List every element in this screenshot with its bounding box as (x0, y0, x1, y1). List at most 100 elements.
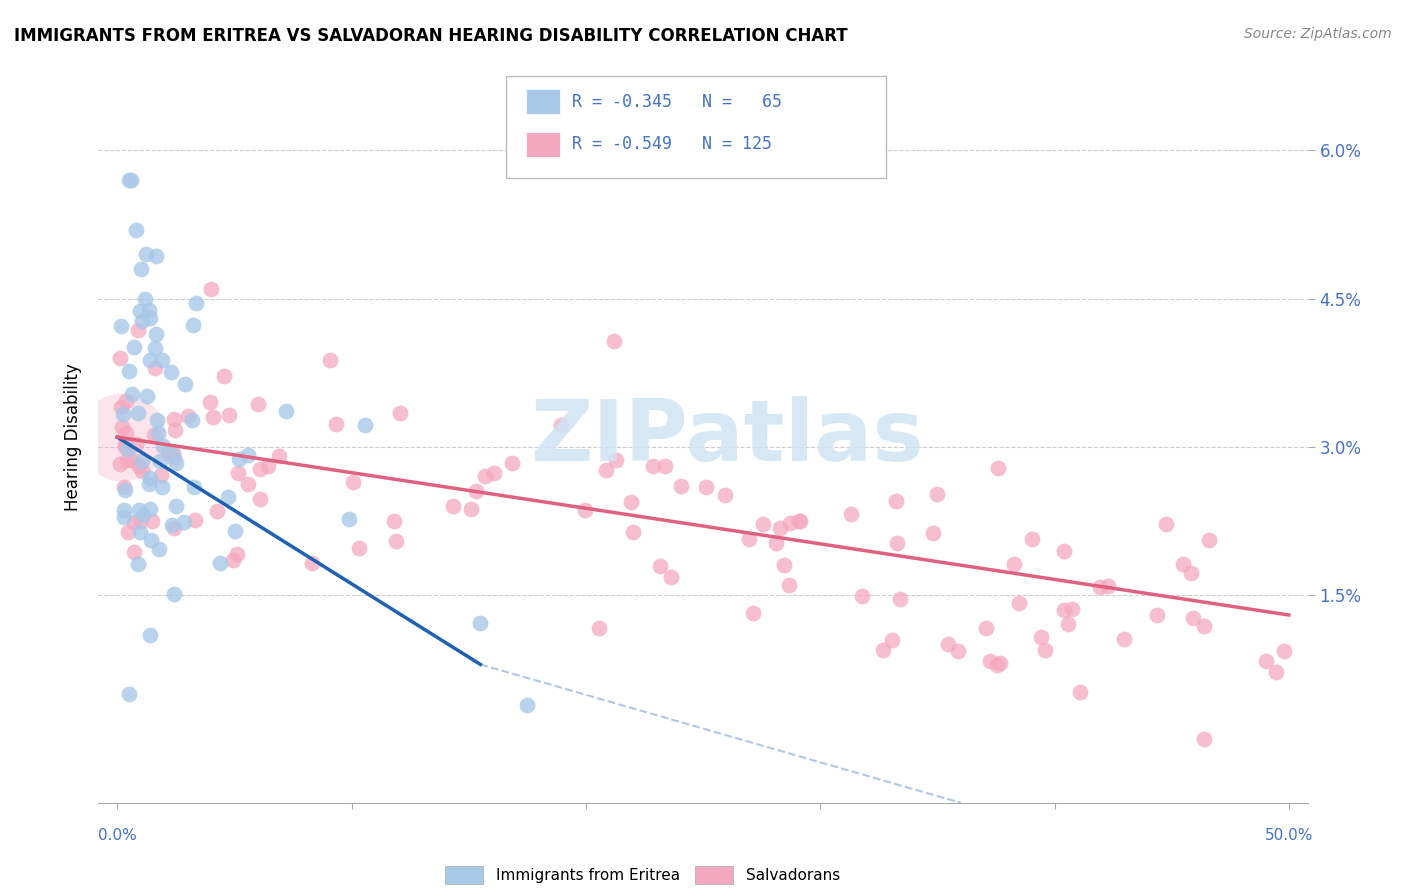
Point (1173, 557, 1195, 571)
Point (319, 353, 342, 368)
Point (889, 591, 911, 606)
Point (976, 621, 998, 635)
Point (851, 589, 873, 603)
Y-axis label: Hearing Disability: Hearing Disability (65, 363, 83, 511)
Point (138, 471, 160, 485)
Point (276, 404, 298, 418)
Point (1192, 731, 1215, 746)
Point (1002, 557, 1025, 571)
Point (165, 500, 187, 514)
Point (1035, 642, 1057, 657)
Point (389, 406, 412, 420)
Point (128, 524, 150, 539)
Point (212, 369, 235, 384)
Point (156, 446, 179, 460)
Point (588, 622, 610, 636)
Point (1069, 684, 1091, 698)
Point (1254, 654, 1277, 668)
Point (111, 430, 134, 444)
Point (257, 458, 280, 473)
Point (1021, 532, 1043, 546)
Point (1090, 580, 1112, 594)
Point (927, 487, 949, 501)
Point (139, 311, 162, 326)
Point (162, 448, 184, 462)
Point (146, 413, 169, 427)
Point (148, 541, 170, 556)
Point (769, 521, 792, 535)
Text: 0.0%: 0.0% (98, 828, 136, 843)
Point (218, 408, 240, 422)
Point (752, 516, 775, 531)
Point (987, 460, 1010, 475)
Point (163, 521, 186, 535)
Point (1112, 632, 1135, 646)
Point (162, 412, 184, 426)
Text: 50.0%: 50.0% (1264, 828, 1313, 843)
Point (146, 425, 169, 440)
Point (114, 483, 136, 498)
Point (143, 341, 166, 355)
Point (132, 508, 155, 522)
Point (141, 514, 163, 528)
Point (1198, 533, 1220, 547)
Point (228, 452, 250, 467)
Point (114, 440, 136, 454)
Text: R = -0.549   N = 125: R = -0.549 N = 125 (572, 136, 772, 153)
Point (249, 492, 271, 507)
Point (222, 553, 245, 567)
Point (127, 322, 149, 336)
Point (621, 524, 644, 539)
Point (131, 453, 153, 467)
Point (120, 173, 142, 187)
Point (145, 249, 167, 263)
Point (246, 397, 269, 411)
Point (201, 410, 224, 425)
Point (173, 377, 195, 392)
Point (574, 503, 596, 517)
Point (152, 439, 174, 453)
Point (150, 352, 173, 367)
Point (163, 423, 186, 437)
Point (337, 512, 360, 526)
Point (226, 548, 249, 562)
Point (695, 480, 717, 494)
Point (125, 222, 148, 236)
Point (714, 488, 737, 502)
Point (1057, 617, 1080, 632)
Point (208, 556, 231, 570)
Point (778, 578, 800, 592)
Point (122, 545, 145, 559)
Point (111, 407, 134, 421)
Point (128, 502, 150, 516)
Point (620, 495, 643, 509)
Point (880, 633, 903, 648)
Point (385, 534, 408, 549)
Point (160, 365, 183, 379)
Point (382, 514, 405, 528)
Point (110, 318, 132, 333)
Point (643, 459, 665, 474)
Point (138, 353, 160, 368)
Point (184, 513, 207, 527)
Point (441, 499, 464, 513)
Point (1265, 665, 1288, 679)
Point (138, 477, 160, 491)
Point (139, 501, 162, 516)
Text: ZIPatlas: ZIPatlas (530, 395, 924, 479)
Point (654, 459, 676, 474)
Point (460, 501, 482, 516)
Point (181, 318, 204, 332)
Point (129, 262, 152, 277)
Point (139, 628, 162, 642)
Point (183, 479, 205, 493)
Point (986, 657, 1008, 672)
Point (789, 514, 811, 528)
Point (134, 292, 156, 306)
Point (114, 426, 136, 441)
Point (112, 480, 135, 494)
Point (217, 490, 239, 504)
Point (115, 452, 138, 467)
Point (465, 483, 488, 498)
Point (163, 587, 186, 601)
